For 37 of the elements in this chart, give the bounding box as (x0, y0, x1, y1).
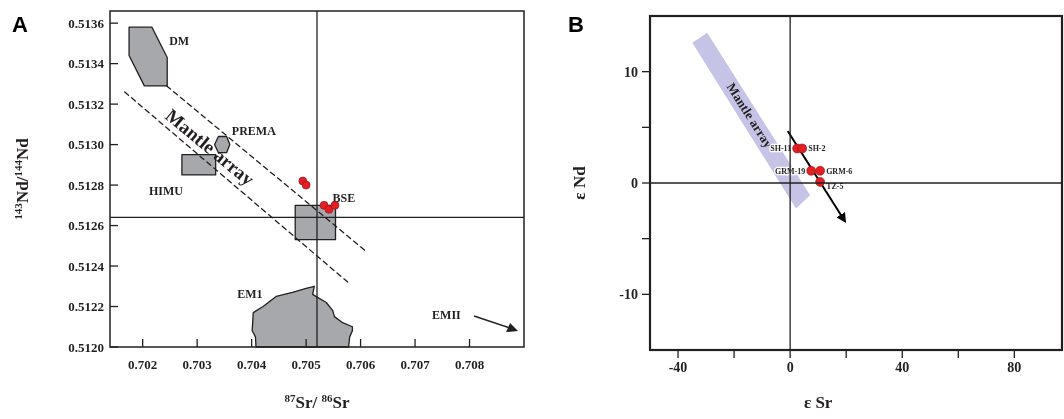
x-tick-label: 40 (895, 360, 910, 375)
y-tick-label: 0.5134 (68, 56, 105, 72)
y-tick-label: 0.5120 (68, 339, 104, 355)
series-label: DM (169, 34, 190, 49)
x-tick-label: 0.708 (454, 357, 485, 372)
x-tick-label: 0.703 (182, 357, 213, 372)
y-tick-label: 0.5130 (68, 137, 104, 153)
y-tick-label: 0.5124 (68, 258, 105, 274)
x-tick-label: 0.706 (345, 357, 376, 372)
y-tick-label: -10 (619, 287, 638, 303)
chart-title: A (12, 12, 28, 37)
y-tick-label: 0 (631, 175, 638, 191)
x-tick-label: 0 (786, 360, 794, 375)
y-tick-label: 0.5132 (68, 96, 104, 112)
x-tick-label: 80 (1007, 360, 1022, 375)
y-tick-label: 10 (624, 64, 638, 80)
x-tick-label: -40 (668, 360, 688, 375)
y-tick-label: 0.5126 (68, 218, 105, 234)
series-label: TZ-5 (826, 181, 844, 191)
x-axis-title: $^{87}$Sr/ $^{86}$Sr (284, 392, 350, 412)
x-tick-label: 0.705 (291, 357, 322, 372)
series-label: SH-2 (808, 144, 826, 154)
x-axis-title: ε Sr (803, 393, 833, 412)
series-label: PREMA (231, 123, 277, 138)
series-label: BSE (332, 190, 356, 205)
annotation: EMII (432, 308, 462, 323)
x-tick-label: 0.704 (237, 357, 267, 372)
x-tick-label: 0.702 (128, 357, 158, 372)
y-axis-title: ε Nd (570, 165, 589, 200)
x-tick-label: 0.707 (400, 357, 431, 372)
chart-title: B (568, 12, 584, 37)
y-tick-label: 0.5128 (68, 177, 105, 193)
series-label: HIMU (148, 184, 184, 199)
y-tick-label: 0.5136 (68, 15, 105, 31)
y-tick-label: 0.5122 (68, 299, 104, 315)
series-label: EM1 (237, 287, 263, 302)
series-label: GRM-6 (826, 166, 853, 176)
